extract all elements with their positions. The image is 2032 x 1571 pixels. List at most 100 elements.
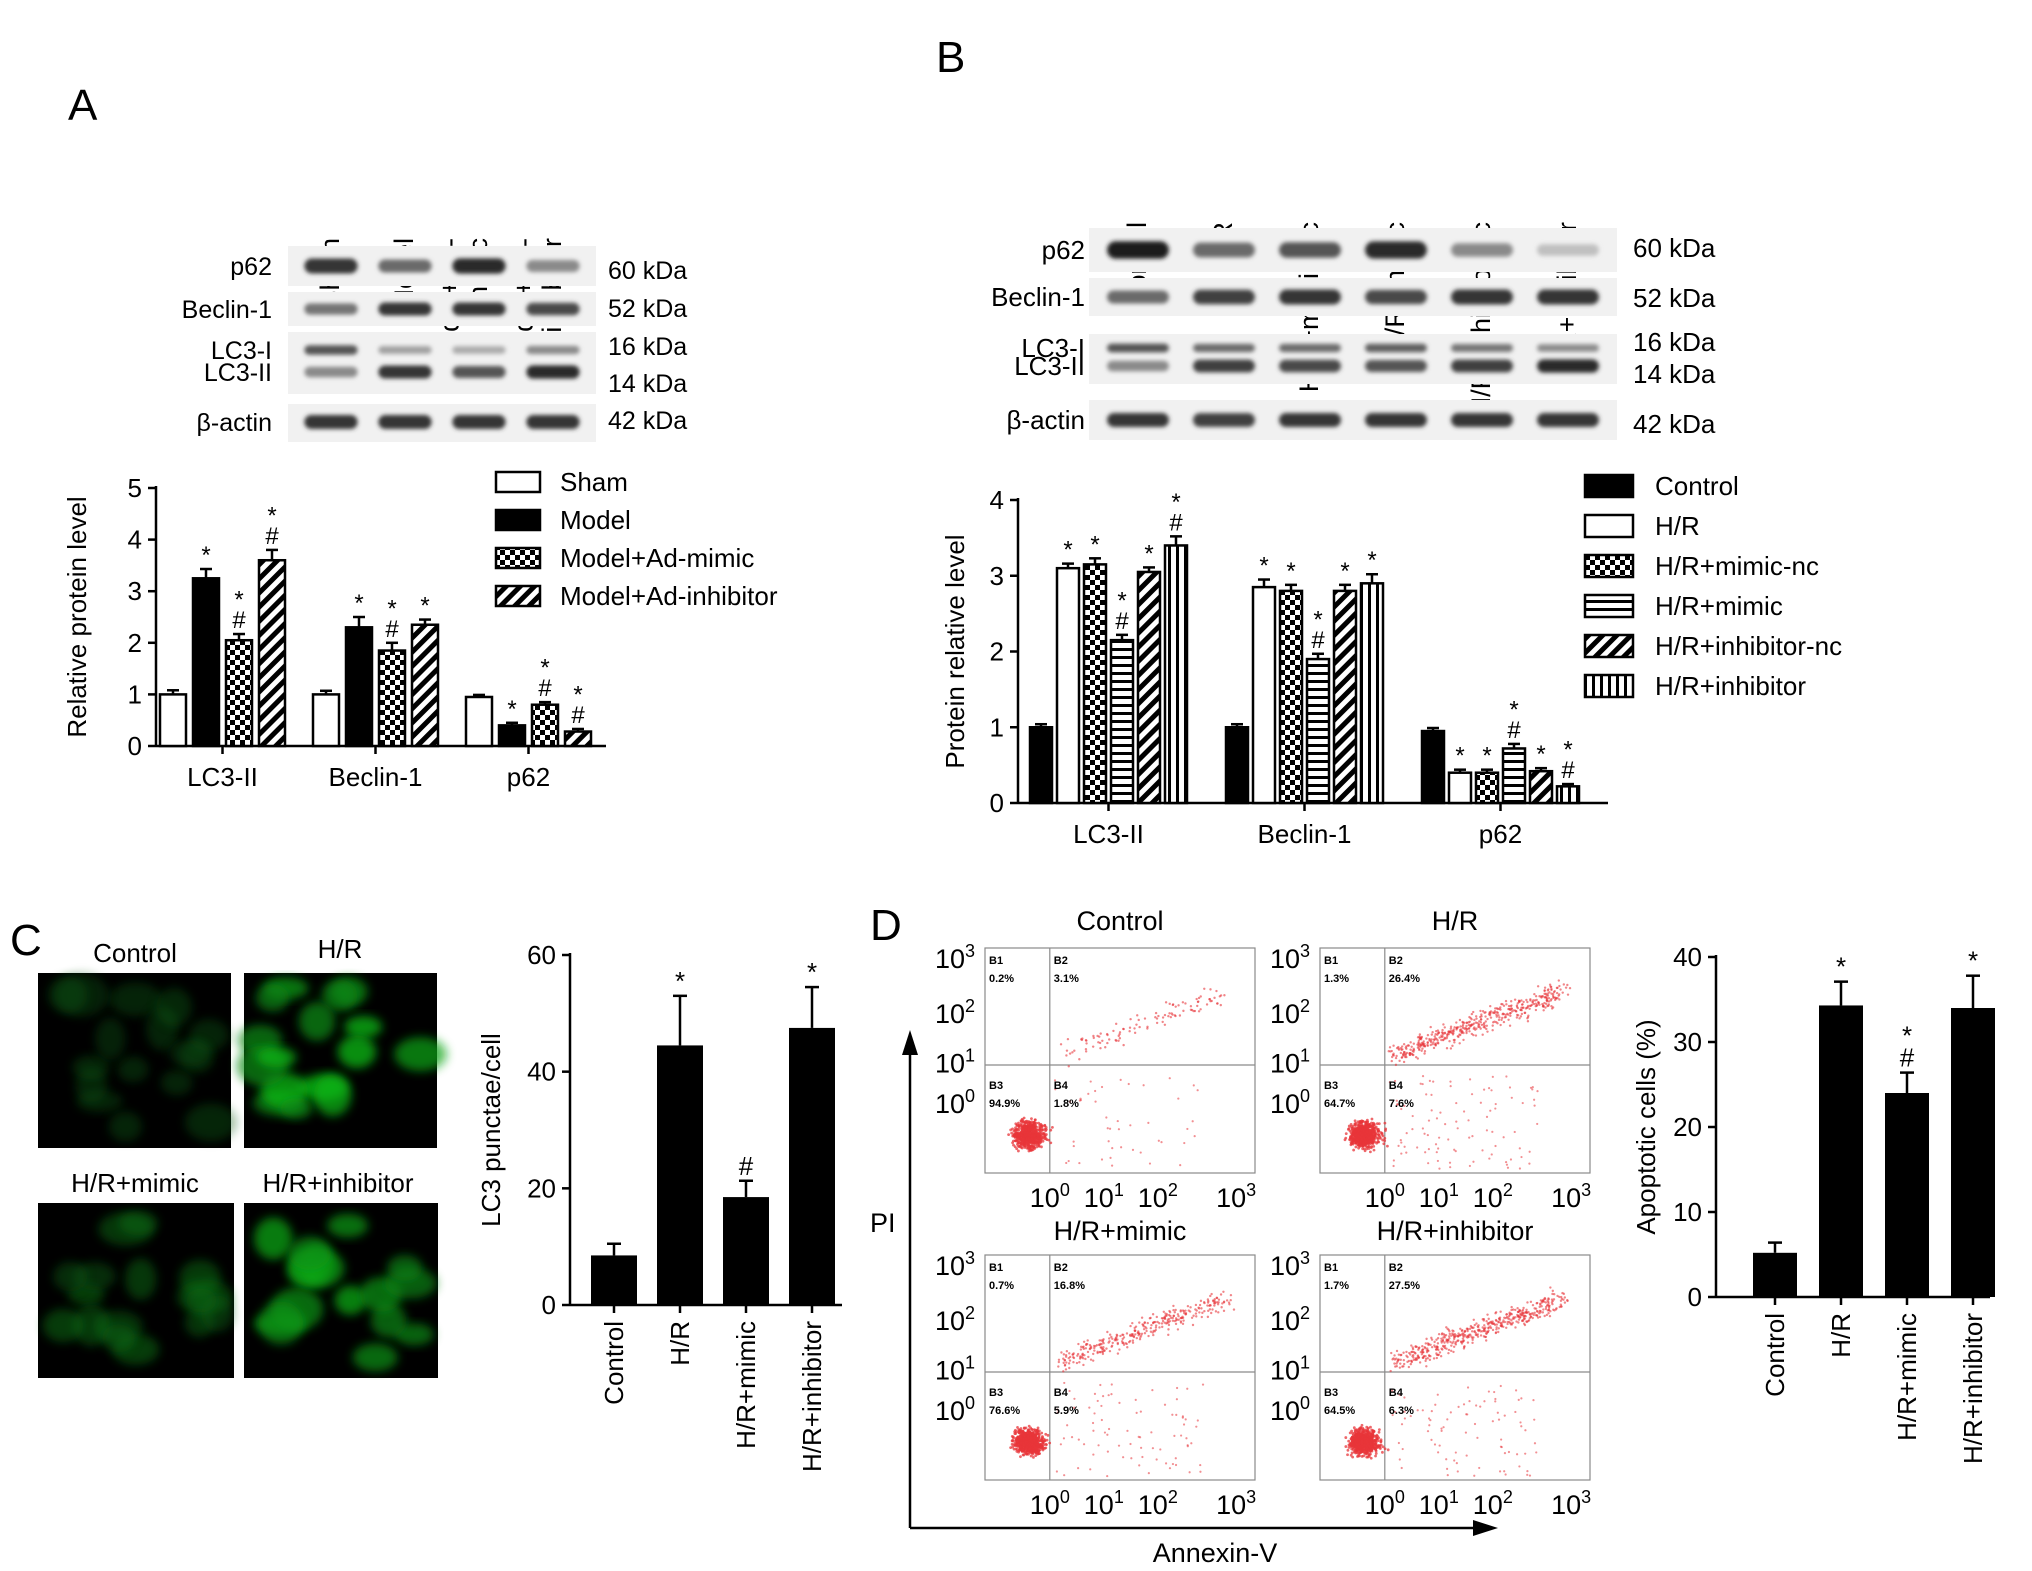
event-dot	[1346, 1448, 1350, 1452]
y-tick-label: 3	[128, 576, 142, 606]
blot-strip	[288, 332, 596, 394]
event-dot	[1368, 1122, 1372, 1126]
event-dot	[1388, 1081, 1391, 1084]
band-p62	[1279, 242, 1341, 258]
event-dot	[1177, 1314, 1180, 1318]
band-p62	[1107, 241, 1169, 259]
event-dot	[1111, 1146, 1114, 1150]
significance-mark: *	[807, 957, 817, 987]
x-tick-label-exp: 2	[1503, 1180, 1513, 1200]
event-dot	[1425, 1093, 1428, 1096]
event-dot	[1369, 1447, 1373, 1451]
band-p62	[1193, 242, 1255, 258]
event-dot	[1197, 996, 1201, 1000]
event-dot	[1028, 1131, 1032, 1135]
event-dot	[1409, 1041, 1412, 1044]
event-dot	[1131, 1341, 1135, 1344]
x-tick-label-exp: 3	[1246, 1487, 1256, 1507]
event-dot	[1168, 1467, 1172, 1470]
event-dot	[1557, 994, 1560, 997]
event-dot	[1138, 1025, 1141, 1029]
significance-mark: *	[420, 593, 429, 620]
x-tick-label-base: 10	[1216, 1490, 1246, 1520]
event-dot	[1023, 1131, 1027, 1134]
event-dot	[1395, 1349, 1399, 1353]
event-dot	[1417, 1042, 1420, 1045]
event-dot	[1460, 1031, 1463, 1035]
event-dot	[1438, 1136, 1441, 1139]
event-dot	[1146, 1025, 1149, 1029]
event-dot	[1538, 1003, 1541, 1006]
x-tick-label: Beclin-1	[329, 762, 423, 792]
event-dot	[1426, 1043, 1429, 1047]
event-dot	[1513, 998, 1517, 1001]
event-dot	[1545, 1313, 1549, 1317]
event-dot	[1541, 1299, 1545, 1302]
event-dot	[1351, 1439, 1354, 1443]
event-dot	[1007, 1133, 1011, 1137]
kda-label: 52 kDa	[608, 295, 687, 323]
event-dot	[1147, 1121, 1150, 1124]
event-dot	[1057, 1365, 1060, 1368]
event-dot	[1068, 1052, 1072, 1055]
event-dot	[1465, 1021, 1469, 1024]
event-dot	[1362, 1451, 1366, 1454]
y-tick-label-exp: 1	[965, 1353, 975, 1373]
event-dot	[1436, 1032, 1440, 1035]
event-dot	[1538, 1309, 1541, 1313]
event-dot	[1383, 1136, 1387, 1140]
y-axis-label: Relative protein level	[62, 496, 92, 737]
event-dot	[1505, 1326, 1508, 1329]
event-dot	[1097, 1444, 1100, 1447]
x-tick-label-exp: 3	[1581, 1180, 1591, 1200]
event-dot	[1128, 1339, 1132, 1343]
event-dot	[1409, 1362, 1413, 1366]
event-dot	[1489, 1004, 1492, 1008]
event-dot	[1093, 1346, 1096, 1350]
event-dot	[1174, 1005, 1177, 1008]
event-dot	[1159, 1448, 1162, 1451]
event-dot	[1548, 1314, 1552, 1318]
legend-swatch	[1583, 633, 1635, 659]
band-p62	[1365, 241, 1427, 259]
quadrant-name: B1	[989, 955, 1003, 967]
bar	[563, 730, 593, 748]
event-dot	[1195, 1315, 1198, 1318]
event-dot	[1457, 1339, 1460, 1342]
bar	[1951, 1008, 1995, 1297]
event-dot	[1433, 1344, 1436, 1347]
significance-mark: *	[1090, 531, 1099, 558]
event-dot	[1479, 1009, 1482, 1013]
event-dot	[1482, 1317, 1486, 1321]
event-dot	[1531, 1303, 1535, 1307]
bar	[1528, 769, 1554, 805]
event-dot	[1156, 1320, 1159, 1324]
event-dot	[1196, 1004, 1199, 1008]
kda-label: 14 kDa	[1633, 359, 1716, 389]
x-tick-label-exp: 0	[1060, 1487, 1070, 1507]
event-dot	[1462, 1031, 1465, 1035]
event-dot	[1546, 989, 1550, 992]
event-dot	[1209, 988, 1212, 991]
bar	[1332, 589, 1358, 805]
event-dot	[1393, 1354, 1396, 1357]
event-dot	[1509, 1014, 1512, 1017]
bar	[410, 623, 440, 748]
event-dot	[1473, 1474, 1476, 1477]
quadrant-name: B1	[989, 1262, 1003, 1274]
event-dot	[1213, 1304, 1216, 1307]
event-dot	[1067, 1065, 1070, 1068]
event-dot	[1068, 1352, 1071, 1355]
event-dot	[1092, 1429, 1095, 1432]
event-dot	[1436, 1393, 1439, 1396]
blot-strip	[1089, 228, 1617, 272]
event-dot	[1558, 984, 1561, 988]
event-dot	[1154, 1326, 1158, 1329]
event-dot	[1141, 1455, 1144, 1459]
event-dot	[1116, 1119, 1119, 1123]
event-dot	[1499, 1445, 1503, 1448]
event-dot	[1101, 1039, 1104, 1042]
event-dot	[1357, 1129, 1361, 1133]
event-dot	[1464, 1026, 1467, 1030]
event-dot	[1196, 1419, 1199, 1422]
